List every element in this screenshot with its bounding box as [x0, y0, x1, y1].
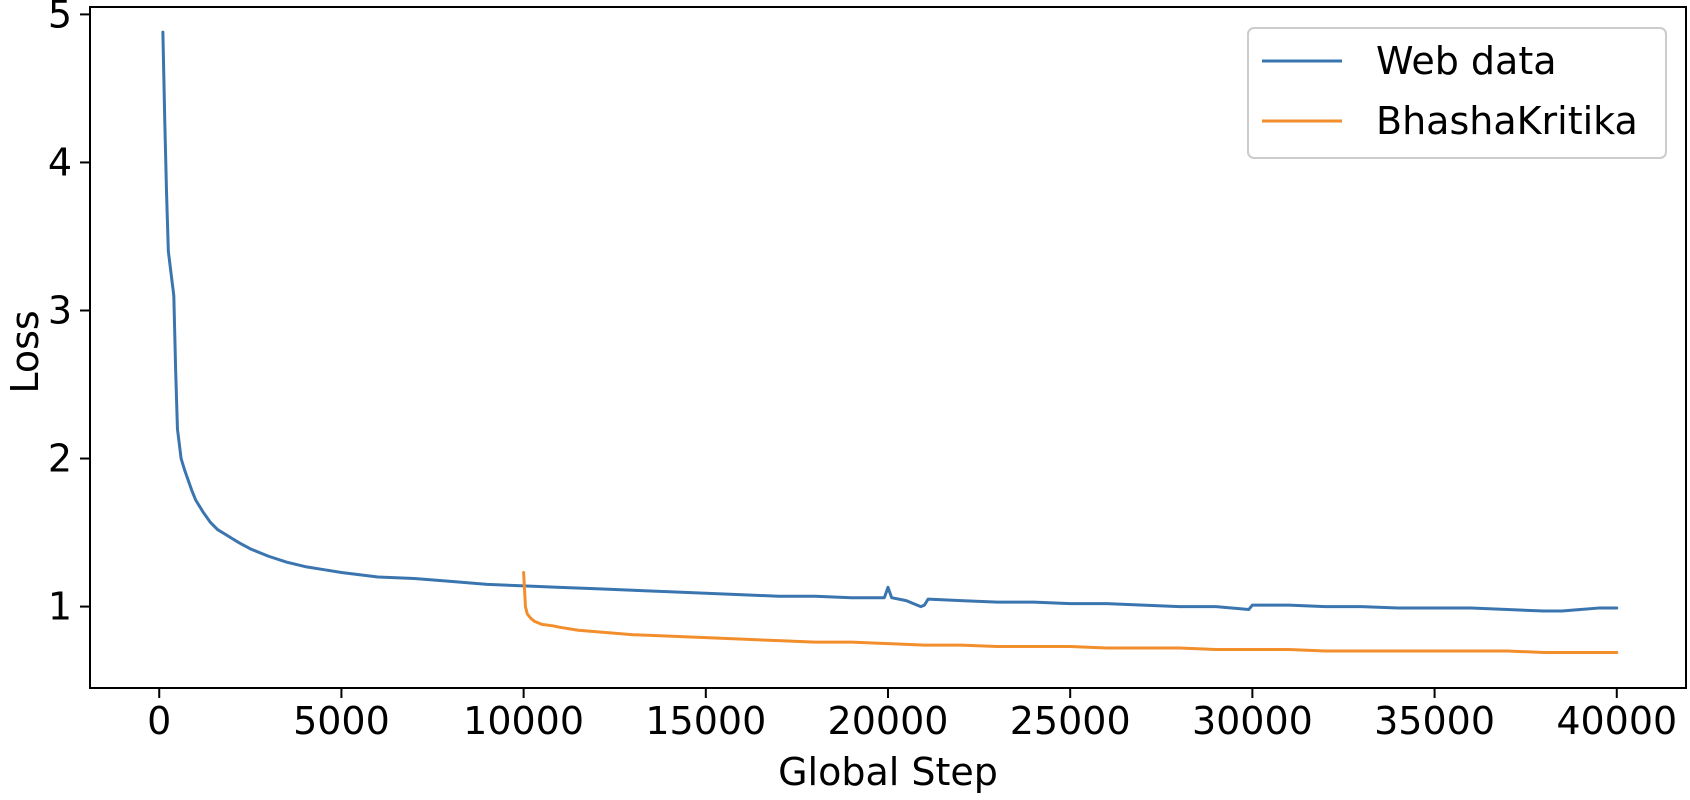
y-tick-label: 1: [48, 585, 72, 629]
y-tick-label: 4: [48, 140, 72, 184]
legend-label-web-data: Web data: [1376, 39, 1557, 83]
x-axis-ticks: 0 5000 10000 15000 20000 25000 30000 35000 40000: [147, 688, 1677, 743]
x-tick-label: 35000: [1374, 699, 1495, 743]
x-tick-label: 5000: [293, 699, 390, 743]
x-tick-label: 25000: [1010, 699, 1131, 743]
y-tick-label: 3: [48, 288, 72, 332]
series-line-bhashakritika: [522, 571, 1619, 654]
legend-box: [1247, 27, 1667, 159]
x-tick-label: 15000: [645, 699, 766, 743]
legend: Web data BhashaKritika: [1247, 27, 1667, 159]
y-axis-label: Loss: [3, 310, 47, 393]
y-tick-label: 2: [48, 437, 72, 481]
y-axis-ticks: 1 2 3 4 5: [48, 0, 90, 629]
x-tick-label: 20000: [828, 699, 949, 743]
x-tick-label: 30000: [1192, 699, 1313, 743]
series-layer: [161, 30, 1619, 654]
x-tick-label: 0: [147, 699, 171, 743]
x-tick-label: 10000: [463, 699, 584, 743]
series-line-web-data: [161, 30, 1619, 613]
x-axis-label: Global Step: [778, 750, 998, 794]
y-tick-label: 5: [48, 0, 72, 36]
legend-label-bhashakritika: BhashaKritika: [1376, 99, 1638, 143]
x-tick-label: 40000: [1556, 699, 1677, 743]
